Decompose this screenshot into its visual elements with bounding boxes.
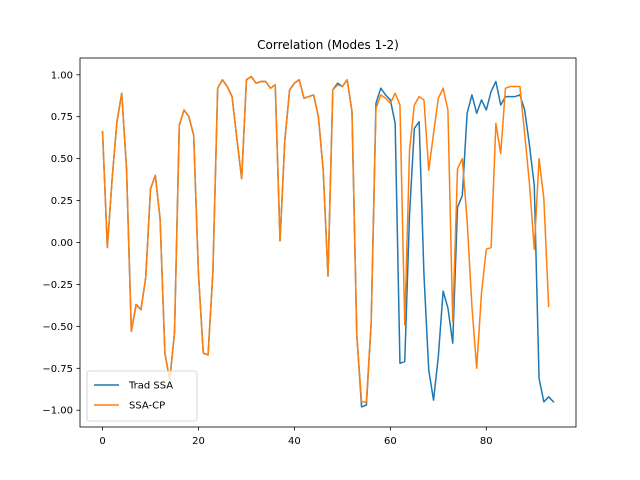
legend-box (86, 370, 198, 422)
y-tick-label: −0.50 (42, 322, 73, 333)
y-axis: −1.00 −0.75 −0.50 −0.25 0.00 0.25 0.50 0.75 1.00 (42, 70, 80, 417)
y-tick-label: 0.50 (51, 154, 73, 165)
legend-label: Trad SSA (128, 381, 173, 392)
y-tick-label: −0.25 (42, 280, 73, 291)
x-tick-label: 40 (288, 436, 301, 447)
legend: Trad SSA SSA-CP (86, 370, 198, 422)
plot-frame (79, 57, 577, 428)
x-tick-label: 0 (99, 436, 105, 447)
plot-lines (101, 75, 555, 408)
y-tick-label: 0.75 (51, 112, 73, 123)
chart-title: Correlation (Modes 1-2) (257, 38, 399, 52)
x-tick-label: 80 (480, 436, 493, 447)
y-tick-label: −1.00 (42, 406, 73, 417)
x-tick-label: 60 (384, 436, 397, 447)
y-tick-label: 0.25 (51, 196, 73, 207)
x-axis: 0 20 40 60 80 (99, 427, 493, 447)
y-tick-label: 1.00 (51, 70, 73, 81)
y-tick-label: 0.00 (51, 238, 73, 249)
x-tick-label: 20 (192, 436, 205, 447)
legend-label: SSA-CP (129, 401, 165, 412)
series-line-ssa-cp (101, 75, 550, 403)
y-tick-label: −0.75 (42, 364, 73, 375)
